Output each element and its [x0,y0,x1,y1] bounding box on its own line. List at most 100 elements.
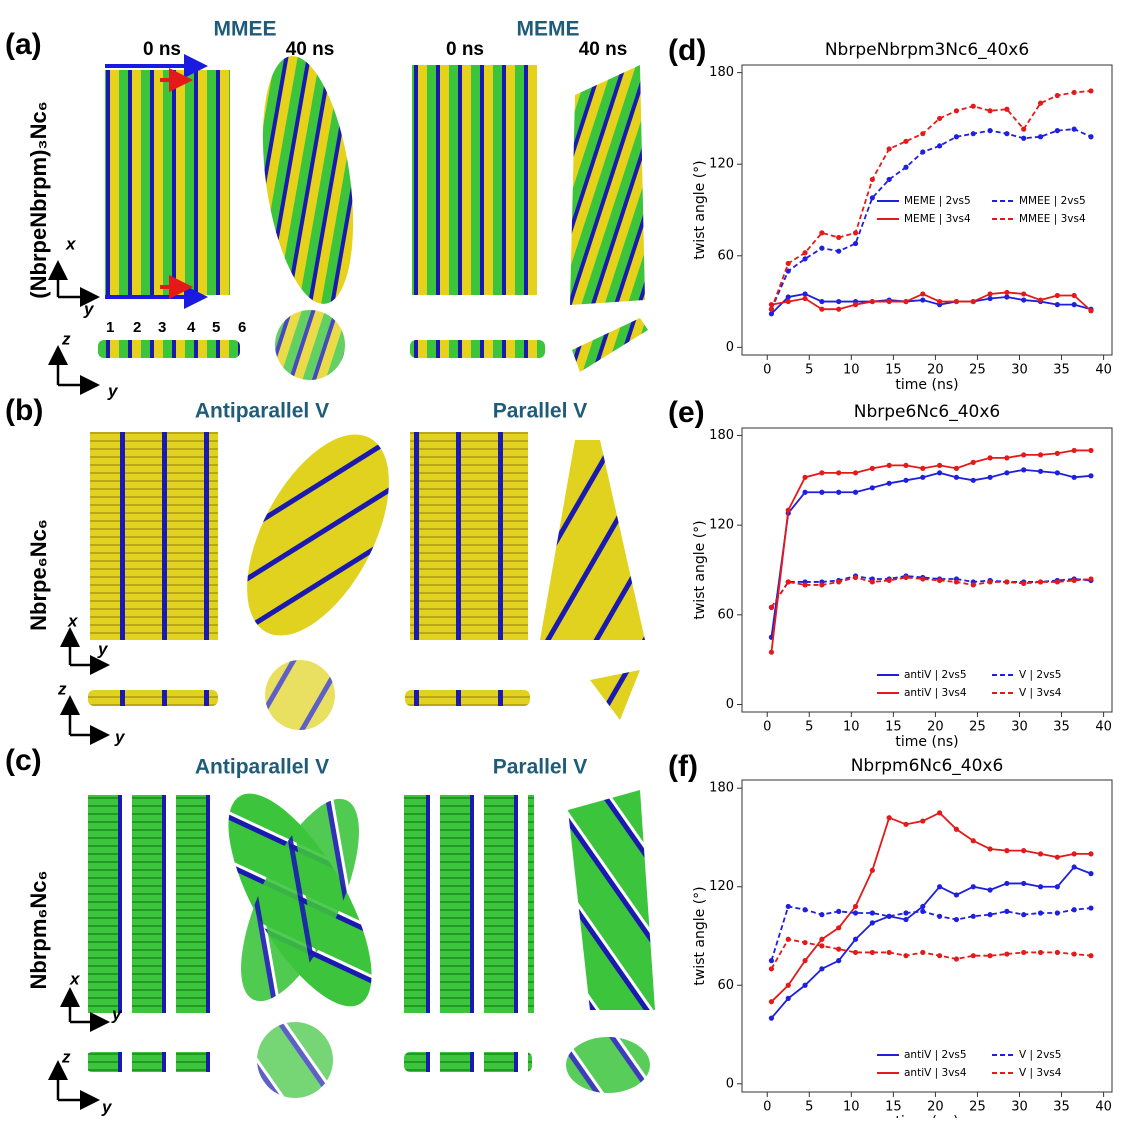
data-point [887,177,892,182]
panel-label: (d) [668,34,706,67]
data-point [1021,467,1026,472]
cross-section [410,340,545,358]
data-point [786,579,791,584]
legend-label: antiV | 2vs5 [904,1049,967,1061]
data-point [1004,290,1009,295]
data-point [937,914,942,919]
data-point [1038,884,1043,889]
data-point [987,128,992,133]
group-title: MMEE [214,18,277,41]
data-point [1021,950,1026,955]
data-point [769,605,774,610]
data-point [870,177,875,182]
x-tick-label: 10 [843,363,860,378]
bundle-0ns [404,795,534,1013]
data-point [887,914,892,919]
data-point [920,475,925,480]
data-point [903,139,908,144]
data-point [920,818,925,823]
y-tick-label: 120 [709,879,734,894]
bundle-0ns [86,795,216,1013]
data-point [769,958,774,963]
data-point [971,104,976,109]
y-tick-label: 120 [709,518,734,533]
y-axis-label: twist angle (°) [692,886,708,985]
group-title: MEME [517,18,580,41]
panel-label: (c) [5,744,42,777]
data-point [836,235,841,240]
data-point [937,810,942,815]
data-point [1038,134,1043,139]
data-point [853,302,858,307]
data-point [971,582,976,587]
data-point [853,910,858,915]
data-point [987,887,992,892]
data-point [971,299,976,304]
data-point [836,925,841,930]
data-point [836,947,841,952]
chain-number: 5 [212,319,220,336]
data-point [1055,93,1060,98]
data-point [1072,448,1077,453]
data-point [836,579,841,584]
x-axis-label: time (ns) [895,377,958,393]
data-point [1004,294,1009,299]
chart-title: Nbrpe6Nc6_40x6 [854,402,1000,422]
bundle-0ns [105,70,230,295]
cross-section [98,340,240,358]
data-point [954,956,959,961]
data-point [769,307,774,312]
data-point [887,481,892,486]
x-tick-label: 5 [805,363,813,378]
data-point [836,249,841,254]
data-point [1055,451,1060,456]
data-point [802,958,807,963]
data-point [802,490,807,495]
group-title: Parallel V [493,756,588,779]
x-tick-label: 15 [885,720,902,735]
series-line [771,470,1091,637]
x-tick-label: 5 [805,1100,813,1115]
bundle-40ns [568,790,655,1010]
data-point [887,299,892,304]
x-tick-label: 30 [1011,363,1028,378]
data-point [1055,910,1060,915]
data-point [1004,470,1009,475]
data-point [920,297,925,302]
data-point [937,470,942,475]
bundle-0ns [90,432,218,640]
x-tick-label: 0 [763,363,771,378]
data-point [786,261,791,266]
data-point [987,912,992,917]
group-title: Antiparallel V [195,756,329,779]
data-point [1004,107,1009,112]
data-point [1021,297,1026,302]
data-point [920,466,925,471]
axis-letter: x [65,234,77,253]
bundle-0ns [410,432,528,640]
panel-label: (e) [668,396,705,429]
data-point [802,250,807,255]
data-point [836,958,841,963]
data-point [1055,128,1060,133]
data-point [786,996,791,1001]
cross-section [572,318,648,372]
data-point [769,311,774,316]
x-tick-label: 35 [1053,720,1070,735]
bundle-0ns [412,65,537,295]
data-point [1088,134,1093,139]
cross-section [86,1052,216,1072]
data-point [1072,475,1077,480]
data-point [920,576,925,581]
data-point [870,920,875,925]
data-point [887,815,892,820]
data-point [1055,302,1060,307]
x-tick-label: 10 [843,720,860,735]
axis-letter: z [61,329,71,348]
series-line [771,450,1091,652]
y-tick-label: 180 [709,65,734,80]
data-point [937,116,942,121]
x-tick-label: 20 [927,720,944,735]
data-point [819,943,824,948]
data-point [954,827,959,832]
